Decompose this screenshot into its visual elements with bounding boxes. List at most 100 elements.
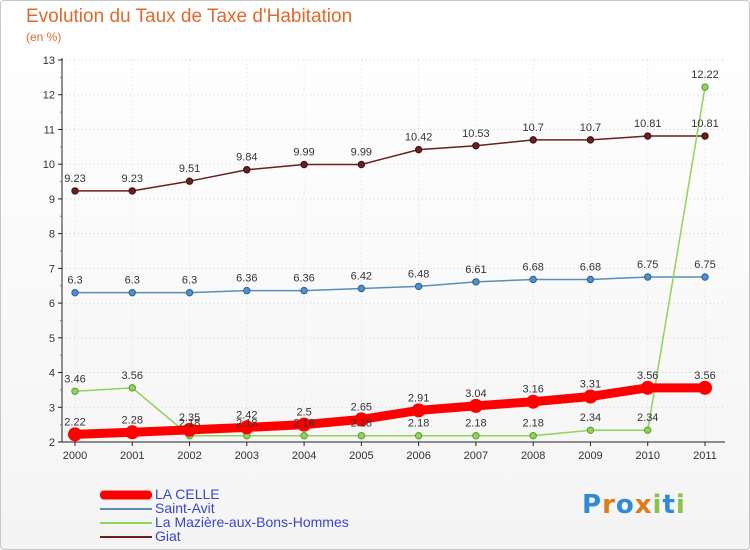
legend-label-saint-avit: Saint-Avit (155, 500, 215, 516)
series-line (74, 276, 706, 294)
series-line (74, 86, 706, 437)
data-point (300, 286, 308, 295)
data-point (297, 417, 312, 432)
data-label: 2.22 (64, 416, 85, 428)
legend-swatch-saint-avit (100, 508, 152, 510)
logo-letter: x (634, 490, 653, 520)
data-point (698, 380, 712, 395)
data-point (644, 273, 652, 281)
data-label: 12.22 (691, 69, 719, 81)
x-tick-label: 2005 (349, 450, 373, 462)
x-tick-label: 2001 (120, 450, 144, 462)
data-point (526, 394, 541, 409)
data-label: 6.42 (351, 271, 372, 283)
x-tick-label: 2009 (578, 450, 602, 462)
data-point (644, 426, 652, 434)
y-tick-label: 13 (43, 55, 55, 67)
y-tick-label: 9 (49, 194, 55, 206)
logo-letter: i (652, 490, 663, 520)
data-label: 3.31 (580, 379, 601, 391)
legend-item-saint-avit: Saint-Avit (100, 500, 420, 516)
x-tick-label: 2011 (693, 450, 717, 462)
data-label: 2.18 (236, 418, 257, 430)
data-label: 3.16 (522, 384, 543, 396)
chart-title: Evolution du Taux de Taxe d'Habitation (26, 6, 353, 27)
data-point (586, 136, 595, 144)
data-label: 6.3 (182, 275, 197, 287)
data-label: 9.99 (351, 147, 372, 159)
data-point (468, 398, 483, 413)
data-point (71, 187, 79, 195)
x-tick-label: 2010 (635, 450, 659, 462)
data-point (357, 432, 366, 440)
data-label: 10.7 (580, 122, 601, 134)
data-point (583, 389, 598, 404)
data-point (185, 177, 194, 185)
data-label: 6.68 (580, 261, 601, 273)
y-tick-label: 5 (49, 333, 55, 345)
data-label: 2.42 (236, 409, 257, 421)
logo-letter: r (602, 490, 616, 520)
logo-letter: P (582, 490, 603, 520)
data-label: 2.18 (408, 418, 429, 430)
logo-letter: o (615, 490, 635, 520)
x-tick-label: 2007 (464, 450, 488, 462)
data-point (640, 380, 655, 395)
data-label: 6.36 (293, 273, 314, 285)
y-tick-label: 7 (49, 263, 55, 275)
series-line (70, 383, 710, 439)
data-label: 10.53 (462, 128, 490, 140)
x-tick-label: 2000 (63, 450, 87, 462)
data-point (411, 403, 426, 418)
data-label: 2.34 (637, 412, 658, 424)
data-label: 6.3 (67, 275, 82, 287)
data-label: 10.81 (634, 118, 662, 130)
proxiti-logo: Proxiti (582, 490, 686, 520)
data-point (701, 132, 709, 140)
legend-item-giat: Giat (100, 528, 420, 544)
data-label: 2.65 (351, 401, 372, 413)
data-label: 2.18 (179, 418, 200, 430)
data-point (185, 288, 194, 297)
data-label: 3.56 (637, 370, 658, 382)
y-tick-label: 2 (49, 437, 55, 449)
data-point (701, 273, 709, 281)
data-label: 9.99 (293, 147, 314, 159)
y-tick-label: 6 (49, 298, 55, 310)
x-tick-label: 2006 (406, 450, 430, 462)
data-label: 2.91 (408, 392, 429, 404)
chart-subtitle: (en %) (26, 30, 62, 44)
logo-letter: t (662, 490, 676, 520)
y-tick-label: 3 (49, 402, 55, 414)
data-label: 9.23 (122, 173, 143, 185)
data-point (529, 275, 537, 284)
data-point (644, 132, 652, 140)
data-label: 6.61 (465, 264, 486, 276)
data-label: 6.75 (694, 259, 715, 271)
data-point (586, 426, 595, 434)
y-tick-label: 11 (44, 124, 55, 136)
data-label: 2.18 (351, 418, 372, 430)
data-label: 3.56 (694, 370, 715, 382)
legend-swatch-la-maziere (100, 522, 152, 524)
x-tick-label: 2002 (177, 450, 201, 462)
data-point (414, 282, 423, 291)
data-label: 3.46 (64, 373, 85, 385)
y-tick-label: 12 (43, 90, 55, 102)
legend-item-la-maziere: La Mazière-aux-Bons-Hommes (100, 514, 420, 530)
data-label: 10.42 (405, 132, 433, 144)
data-point (414, 145, 423, 154)
data-point (182, 422, 197, 437)
data-label: 3.56 (122, 370, 143, 382)
data-point (243, 286, 251, 295)
data-label: 2.18 (522, 418, 543, 430)
data-point (472, 278, 480, 286)
data-point (125, 425, 140, 440)
data-label: 9.84 (236, 152, 257, 164)
y-tick-label: 8 (49, 229, 55, 241)
data-point (472, 432, 480, 440)
data-point (128, 384, 136, 392)
data-label: 6.68 (522, 261, 543, 273)
data-point (243, 166, 251, 174)
